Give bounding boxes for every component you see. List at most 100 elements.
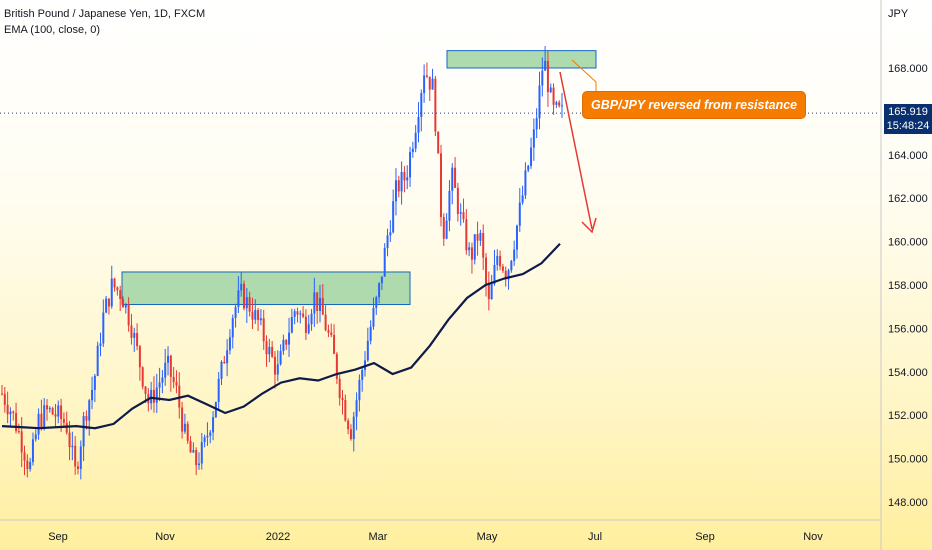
candle-body [175,382,178,386]
candle-body [532,129,535,148]
ema-line [1,243,561,430]
candle-body [271,346,274,357]
candle-body [425,75,428,77]
candle-body [192,450,195,453]
candle-body [482,232,485,258]
candle-body [113,278,116,288]
candle-body [88,400,91,421]
y-tick-label: 162.000 [888,193,928,205]
candle-body [349,429,352,440]
candle-body [279,351,282,365]
candle-body [423,75,426,94]
candle-body [485,257,488,285]
x-tick-label: May [477,531,498,543]
candle-body [400,171,403,192]
candle-body [459,212,462,214]
candle-body [304,316,307,334]
candle-body [51,408,54,415]
candle-body [237,290,240,308]
candle-body [403,171,406,181]
candle-body [414,132,417,149]
candle-body [228,337,231,351]
candle-body [71,445,74,448]
candle-body [330,332,333,335]
candle-body [161,377,164,383]
last-price-tag: 165.919 15:48:24 [884,104,932,134]
candle-body [347,420,350,430]
candle-body [293,311,296,317]
candle-body [276,364,279,375]
candle-body [76,466,79,469]
y-tick-label: 152.000 [888,410,928,422]
candle-body [527,165,530,171]
candle-body [189,440,192,453]
candle-body [496,255,499,265]
candle-body [48,408,51,410]
candle-body [181,407,184,432]
candle-body [3,393,6,405]
candle-body [490,283,493,300]
annotation-callout[interactable]: GBP/JPY reversed from resistance [583,92,806,118]
candle-body [338,378,341,399]
candle-body [206,435,209,438]
candle-body [65,422,68,433]
last-price-value: 165.919 [888,106,928,118]
candle-body [12,411,15,413]
candle-body [344,400,347,421]
candle-body [133,332,136,338]
candle-body [462,212,465,220]
candle-body [324,314,327,331]
candle-body [358,379,361,401]
candle-body [257,309,260,321]
candle-body [544,60,547,71]
candle-body [268,346,271,355]
forecast-arrow-line [559,71,593,230]
y-tick-label: 160.000 [888,237,928,249]
y-tick-label: 150.000 [888,454,928,466]
candle-body [538,85,541,119]
candle-body [167,355,170,363]
candle-body [310,313,313,325]
candle-body [99,343,102,346]
candle-body [217,378,220,403]
candle-body [366,340,369,361]
candle-body [212,417,215,433]
x-tick-label: Sep [695,531,715,543]
candle-body [428,76,431,90]
candle-body [479,232,482,241]
candle-body [57,405,60,417]
y-tick-label: 156.000 [888,323,928,335]
candle-body [510,260,513,271]
candle-body [392,201,395,233]
candle-body [445,220,448,239]
candle-body [1,393,3,395]
candle-body [552,87,555,105]
candle-body [23,452,26,461]
candle-body [79,446,82,469]
candle-body [380,276,383,284]
candle-body [197,463,200,466]
candle-body [321,297,324,315]
candle-body [85,416,88,421]
candle-body [288,332,291,345]
candle-body [372,307,375,327]
candle-body [91,389,94,401]
y-tick-label: 164.000 [888,150,928,162]
candle-body [411,148,414,153]
candle-body [34,434,37,440]
candle-body [394,180,397,202]
candle-body [46,405,49,410]
candle-body [273,356,276,375]
candle-body [386,235,389,248]
resistance-zone [121,271,411,306]
candle-body [561,105,563,107]
candle-body [549,87,552,93]
candle-body [234,307,237,319]
candle-body [254,309,257,320]
candle-body [456,187,459,214]
candle-body [285,339,288,345]
candle-body [6,404,9,415]
symbol-title: British Pound / Japanese Yen, 1D, FXCM [4,8,206,20]
candle-body [555,102,558,105]
